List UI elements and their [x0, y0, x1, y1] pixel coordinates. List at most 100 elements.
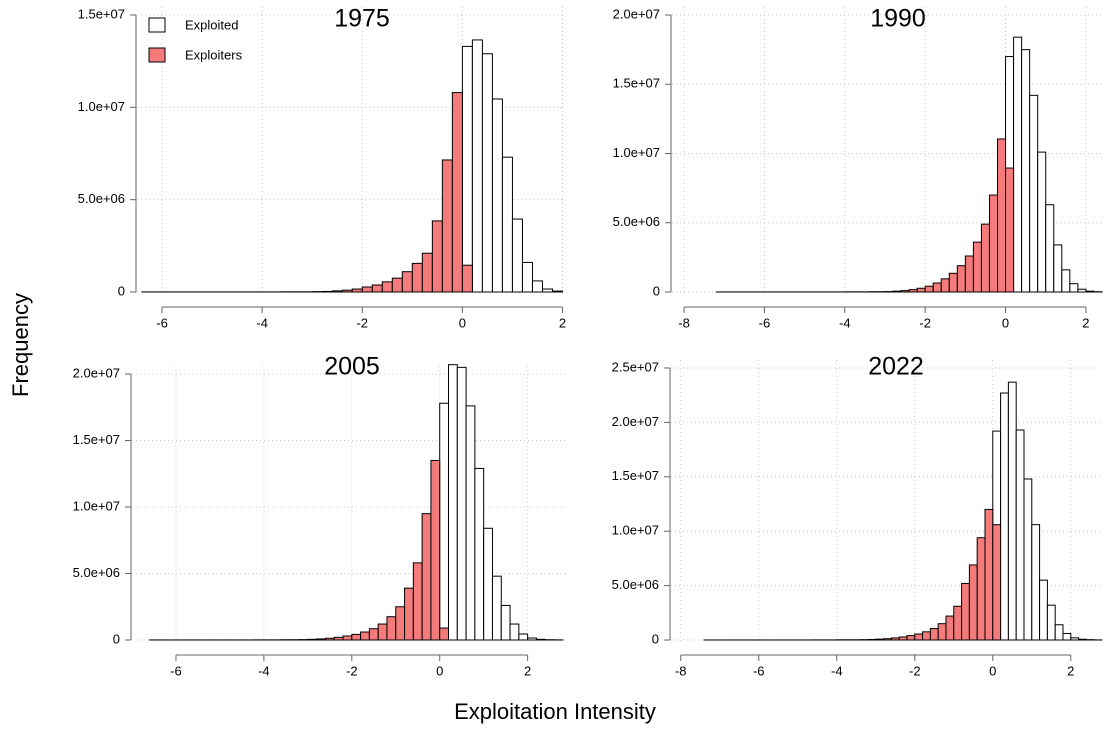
- x-axis-title: Exploitation Intensity: [454, 699, 656, 724]
- bar: [518, 633, 529, 641]
- bar: [471, 39, 483, 293]
- y-tick-label: 2.0e+07: [613, 6, 660, 21]
- legend-swatch: [148, 47, 166, 63]
- bar: [411, 262, 423, 293]
- bar: [890, 637, 900, 641]
- bar: [535, 638, 546, 641]
- bar: [1069, 283, 1079, 293]
- bar: [1053, 244, 1063, 293]
- y-tick-label: 0: [653, 283, 660, 298]
- y-tick-label: 5.0e+06: [78, 191, 125, 206]
- bar: [395, 606, 406, 641]
- x-tick-label: -8: [675, 663, 687, 678]
- x-tick-label: -2: [919, 315, 931, 330]
- panel-title: 2022: [868, 353, 924, 381]
- bar: [404, 587, 414, 641]
- bar: [940, 278, 950, 293]
- x-tick-label: -6: [156, 315, 168, 330]
- bar: [1045, 204, 1055, 293]
- x-tick-label: -4: [839, 315, 851, 330]
- bar: [521, 261, 533, 293]
- bar: [1000, 392, 1009, 641]
- bar: [461, 45, 473, 293]
- bar: [341, 289, 353, 293]
- bar: [875, 638, 885, 641]
- bar: [531, 280, 543, 293]
- bar: [439, 402, 450, 641]
- bar: [474, 467, 485, 641]
- bar: [351, 633, 362, 641]
- bar: [430, 459, 441, 641]
- bar: [867, 638, 877, 641]
- bar: [956, 265, 966, 293]
- bar: [1013, 36, 1023, 293]
- bar: [371, 284, 383, 293]
- bar: [509, 623, 520, 641]
- x-tick-label: -4: [256, 315, 268, 330]
- panel: 0 5.0e+06 1.0e+07 1.5e+07 2.0e+07 -6 -4 -2 0 2 200…: [73, 353, 565, 678]
- bar: [386, 616, 397, 641]
- bar: [511, 218, 523, 293]
- y-tick-label: 0: [113, 631, 120, 646]
- y-tick-label: 5.0e+06: [613, 214, 660, 229]
- x-tick-label: 2: [559, 315, 566, 330]
- bar: [333, 636, 344, 641]
- panel-title: 1990: [870, 5, 926, 33]
- y-tick-label: 2.5e+07: [612, 359, 659, 374]
- bar: [929, 628, 939, 641]
- bar: [1062, 632, 1072, 641]
- bar: [421, 513, 432, 641]
- legend-label: Exploited: [185, 17, 238, 32]
- bar: [307, 638, 318, 641]
- bar: [439, 627, 450, 641]
- bar: [391, 277, 403, 293]
- y-tick-label: 1.0e+07: [612, 523, 659, 538]
- bar: [916, 287, 926, 293]
- x-tick-label: -8: [678, 315, 690, 330]
- x-tick-label: 0: [436, 663, 443, 678]
- bar: [456, 366, 467, 641]
- bar: [551, 290, 563, 293]
- bar: [932, 282, 942, 293]
- bar: [321, 290, 333, 293]
- bar: [1015, 429, 1025, 641]
- panel-title: 2005: [324, 353, 380, 381]
- bar: [461, 264, 473, 293]
- y-tick-label: 1.0e+07: [78, 99, 125, 114]
- bar: [924, 285, 934, 293]
- bar: [1078, 638, 1087, 641]
- bar: [1037, 151, 1047, 293]
- y-tick-label: 1.0e+07: [613, 145, 660, 160]
- x-tick-label: -6: [753, 663, 765, 678]
- bar: [500, 604, 511, 641]
- bar: [465, 405, 476, 641]
- panel-title: 1975: [334, 5, 390, 33]
- bar: [984, 508, 994, 641]
- x-tick-label: 2: [1067, 663, 1074, 678]
- bar: [953, 605, 963, 641]
- legend-swatch: [148, 17, 166, 33]
- bar: [914, 633, 924, 641]
- bar: [1007, 381, 1017, 641]
- bar: [980, 223, 990, 293]
- y-tick-label: 1.5e+07: [78, 6, 125, 21]
- bar: [976, 537, 986, 641]
- bar: [360, 631, 370, 641]
- bar: [342, 635, 353, 641]
- x-tick-label: -6: [759, 315, 771, 330]
- bar: [1031, 524, 1041, 641]
- x-tick-label: 0: [989, 663, 996, 678]
- bar: [1077, 288, 1087, 293]
- bar: [1054, 624, 1064, 641]
- y-tick-label: 2.0e+07: [73, 365, 120, 380]
- bar: [401, 271, 413, 293]
- bar: [361, 286, 373, 293]
- bar: [1061, 269, 1071, 293]
- bar: [316, 638, 326, 641]
- y-axis-title: Frequency: [8, 293, 33, 397]
- bar: [501, 156, 513, 293]
- x-tick-label: -2: [356, 315, 368, 330]
- y-tick-label: 0: [652, 631, 659, 646]
- x-tick-label: 2: [524, 663, 531, 678]
- bar: [1046, 604, 1056, 641]
